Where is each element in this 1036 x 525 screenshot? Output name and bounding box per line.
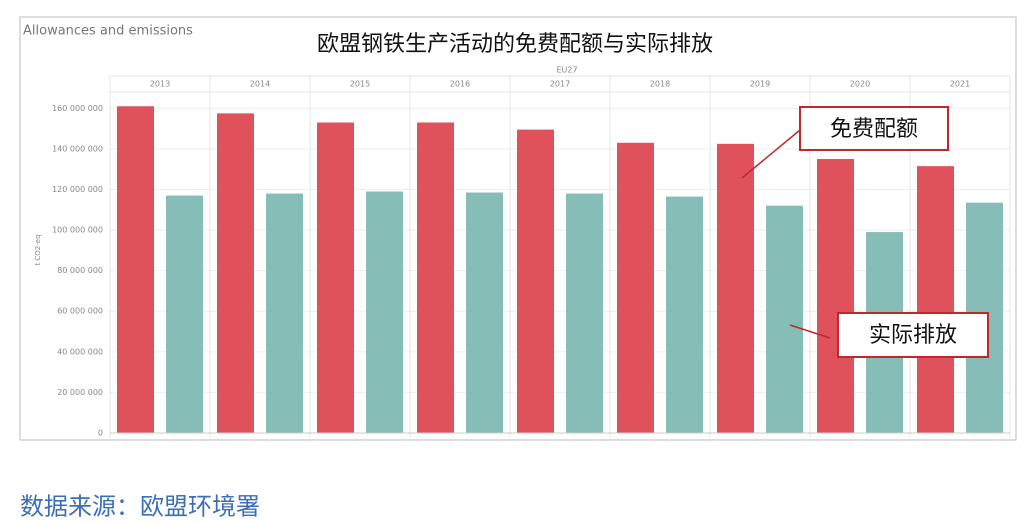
x-tick-label: 2021 xyxy=(950,80,970,89)
bar xyxy=(317,122,354,433)
callout-line xyxy=(789,324,831,339)
y-tick-label: 140 000 000 xyxy=(52,144,103,153)
bar xyxy=(417,122,454,433)
callout-label: 免费配额 xyxy=(830,117,918,142)
bar xyxy=(517,129,554,433)
y-tick-label: 100 000 000 xyxy=(52,226,103,235)
plot: 0 20 000 000 40 000 000 60 000 000 80 000 00… xyxy=(52,76,1011,438)
x-tick-label: 2013 xyxy=(150,80,170,89)
y-tick-label: 0 xyxy=(98,429,103,438)
x-tick-label: 2014 xyxy=(250,80,270,89)
y-tick-label: 40 000 000 xyxy=(57,347,103,356)
callout-box xyxy=(837,312,989,358)
bar xyxy=(466,192,503,433)
source: 数据来源：欧盟环境署 xyxy=(20,493,260,521)
x-tick-label: 2018 xyxy=(650,80,670,89)
group-label: EU27 xyxy=(556,66,577,75)
bar xyxy=(217,113,254,433)
bar xyxy=(566,193,603,433)
callout-label: 实际排放 xyxy=(869,323,957,348)
bar xyxy=(766,205,803,433)
chart-title: 欧盟钢铁生产活动的免费配额与实际排放 xyxy=(317,32,713,57)
panel-title: Allowances and emissions xyxy=(23,24,193,39)
y-tick-label: 120 000 000 xyxy=(52,185,103,194)
x-tick-label: 2015 xyxy=(350,80,370,89)
callout-box xyxy=(799,106,949,151)
bar xyxy=(917,166,954,433)
bar xyxy=(817,159,854,433)
bar xyxy=(666,196,703,433)
bar xyxy=(166,195,203,433)
x-tick-label: 2019 xyxy=(750,80,770,89)
y-axis-label: t CO2-eq xyxy=(34,234,42,265)
x-tick-label: 2016 xyxy=(450,80,470,89)
x-tick-label: 2017 xyxy=(550,80,570,89)
bar xyxy=(117,106,154,433)
bar xyxy=(617,142,654,433)
x-tick-label: 2020 xyxy=(850,80,870,89)
bar xyxy=(266,193,303,433)
bar xyxy=(717,143,754,433)
y-tick-label: 80 000 000 xyxy=(57,266,103,275)
y-tick-label: 20 000 000 xyxy=(57,388,103,397)
bar xyxy=(366,191,403,433)
y-tick-label: 160 000 000 xyxy=(52,104,103,113)
callout-line xyxy=(741,129,801,179)
y-tick-label: 60 000 000 xyxy=(57,307,103,316)
